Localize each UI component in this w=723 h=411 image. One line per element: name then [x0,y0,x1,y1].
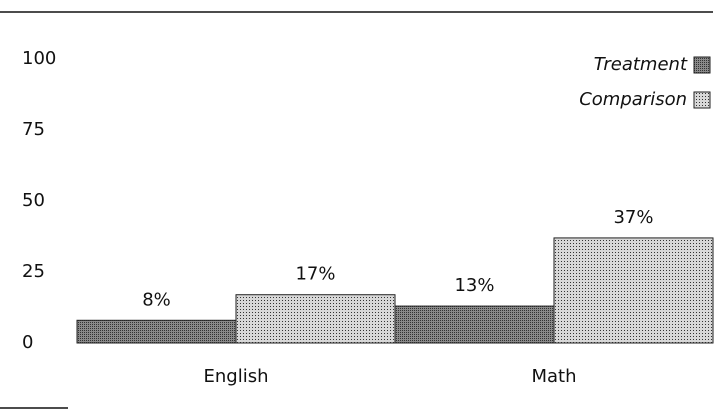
value-label: 8% [142,289,171,310]
y-tick-label: 25 [22,261,45,282]
bar [553,237,714,344]
legend-label: Treatment [594,54,688,75]
bar [394,305,555,344]
y-tick-label: 75 [22,119,45,140]
value-label: 17% [295,264,335,285]
legend-swatch [693,56,711,74]
bar [76,319,237,344]
y-tick-label: 100 [22,48,56,69]
legend-label: Comparison [579,89,687,110]
y-tick-label: 0 [22,332,33,353]
value-label: 37% [613,207,653,228]
legend-swatch [693,91,711,109]
y-tick-label: 50 [22,190,45,211]
bar [235,294,396,344]
value-label: 13% [454,275,494,296]
x-tick-label: Math [531,366,576,387]
x-tick-label: English [204,366,269,387]
